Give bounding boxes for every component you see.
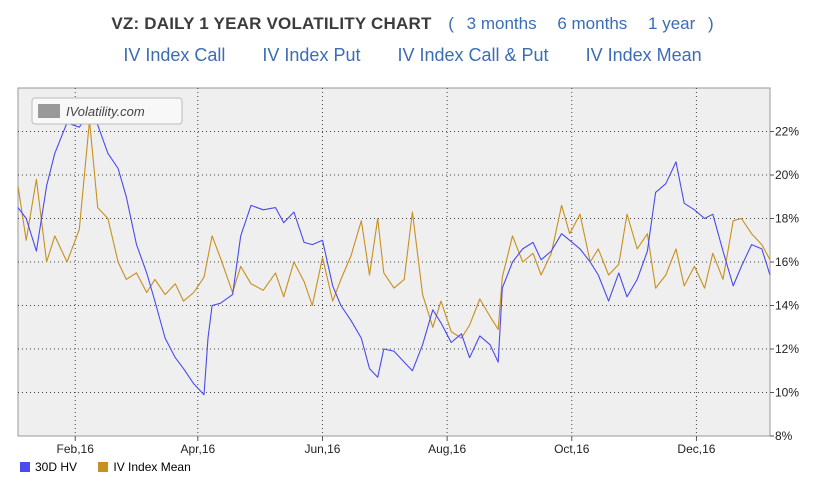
series-layer [17,111,771,396]
link-iv-index-mean[interactable]: IV Index Mean [585,45,702,65]
x-tick-label: Feb,16 [57,442,95,456]
y-tick-label: 12% [775,342,799,356]
range-link-6-months[interactable]: 6 months [557,14,628,33]
legend-label-hv: 30D HV [35,460,78,474]
link-iv-index-put[interactable]: IV Index Put [262,45,361,65]
watermark-text: IVolatility.com [66,104,145,119]
series-line-hv [17,111,771,396]
chart-title: VZ: DAILY 1 YEAR VOLATILITY CHART [111,14,432,33]
x-tick-label: Dec,16 [677,442,715,456]
watermark-box [31,97,183,125]
y-tick-label: 20% [775,168,799,182]
x-tick-label: Jun,16 [304,442,340,456]
legend-label-iv-mean: IV Index Mean [113,460,191,474]
watermark-logo: IVolatility.com [31,97,183,125]
index-links-row: IV Index Call IV Index Put IV Index Call… [0,42,825,68]
legend-swatch-iv-mean [98,462,109,472]
header-row: VZ: DAILY 1 YEAR VOLATILITY CHART ( 3 mo… [0,12,825,36]
y-axis: 8% 10% 12% 14% 16% 18% 20% 22% [770,125,799,443]
x-tick-label: Oct,16 [554,442,590,456]
x-tick-label: Aug,16 [428,442,466,456]
legend: 30D HV IV Index Mean [20,459,209,475]
link-iv-index-call-put[interactable]: IV Index Call & Put [397,45,549,65]
watermark-cube-icon [38,104,60,118]
close-paren: ) [708,14,714,33]
y-tick-label: 10% [775,386,799,400]
legend-swatch-hv [20,462,30,472]
y-tick-label: 16% [775,255,799,269]
grid [18,88,770,436]
y-tick-label: 14% [775,299,799,313]
legend-item-iv-mean: IV Index Mean [98,459,191,475]
y-tick-label: 18% [775,212,799,226]
open-paren: ( [448,14,454,33]
x-axis: Feb,16 Apr,16 Jun,16 Aug,16 Oct,16 Dec,16 [57,436,716,456]
range-link-3-months[interactable]: 3 months [466,14,537,33]
y-tick-label: 22% [775,125,799,139]
y-tick-label: 8% [775,429,793,443]
legend-item-hv: 30D HV [20,459,77,475]
series-line-iv-mean [17,120,771,339]
x-tick-label: Apr,16 [180,442,215,456]
link-iv-index-call[interactable]: IV Index Call [123,45,226,65]
range-link-1-year[interactable]: 1 year [648,14,696,33]
